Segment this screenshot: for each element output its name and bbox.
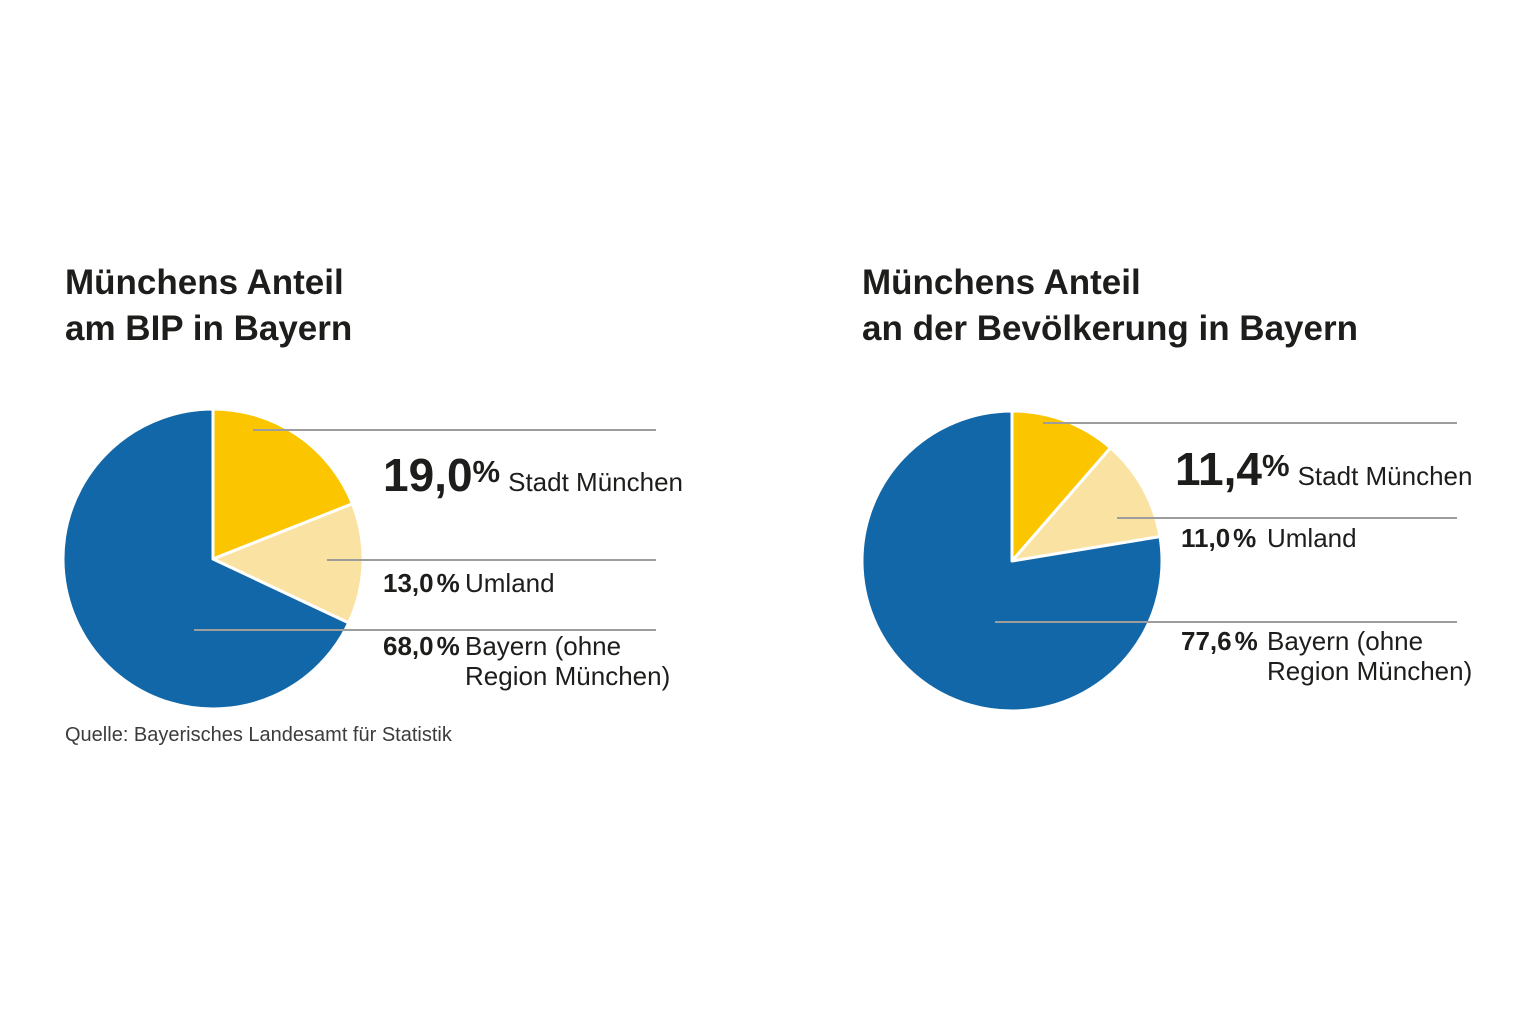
legend-percent-sign: % [436,631,460,661]
chart-title-bip-line2: am BIP in Bayern [65,309,353,348]
chart-title-bevoelkerung-line1: Münchens Anteil [862,263,1141,302]
chart-title-bip-line1: Münchens Anteil [65,263,344,302]
pie-slice-stadt_muenchen [211,407,354,561]
legend-item-bev-umland: 11,0% Umland [1181,523,1357,553]
pie-slice-bayern [860,409,1164,713]
callout-line-bev-bayern [995,621,1457,623]
pie-slice-umland [1010,446,1162,563]
chart-title-bevoelkerung-line2: an der Bevölkerung in Bayern [862,309,1358,348]
callout-line-bip-umland [327,559,656,561]
legend-label: Stadt München [1297,461,1473,491]
legend-item-bev-bayern: 77,6% Bayern (ohne Region München) [1181,626,1472,686]
legend-value: 68,0% [383,631,460,661]
callout-line-bip-stadt [253,429,656,431]
legend-label: Umland [465,568,555,598]
legend-percent-sign: % [472,454,501,489]
pie-chart-bevoelkerung [860,409,1164,713]
legend-percent-sign: % [1234,626,1258,656]
pie-chart-bip [61,407,365,711]
legend-item-bip-umland: 13,0% Umland [383,568,555,598]
legend-value: 11,4 [1175,443,1262,495]
legend-label: Stadt München [508,467,683,497]
chart-title-bip: Münchens Anteil am BIP in Bayern [65,260,352,352]
legend-percent-sign: % [1233,523,1257,553]
callout-line-bev-stadt [1043,422,1457,424]
legend-value: 11,0% [1181,523,1257,553]
legend-label: Bayern (ohne Region München) [1267,626,1473,686]
legend-label: Bayern (ohne Region München) [465,631,671,691]
callout-line-bip-bayern [194,629,656,631]
pie-slice-stadt_muenchen [1010,409,1112,563]
legend-item-bev-stadt: 11,4% Stadt München [1175,446,1472,492]
pie-slice-umland [211,502,365,625]
legend-value: 19,0 [383,449,473,501]
callout-line-bev-umland [1117,517,1457,519]
legend-label: Umland [1267,523,1357,553]
legend-percent-sign: % [1262,448,1290,483]
legend-percent-sign: % [436,568,460,598]
legend-item-bip-bayern: 68,0% Bayern (ohne Region München) [383,631,670,691]
legend-value: 13,0% [383,568,460,598]
chart-title-bevoelkerung: Münchens Anteil an der Bevölkerung in Ba… [862,260,1358,352]
legend-value: 77,6% [1181,626,1258,656]
legend-item-bip-stadt: 19,0% Stadt München [383,452,683,498]
source-note: Quelle: Bayerisches Landesamt für Statis… [65,724,452,746]
pie-slice-bayern [61,407,351,711]
